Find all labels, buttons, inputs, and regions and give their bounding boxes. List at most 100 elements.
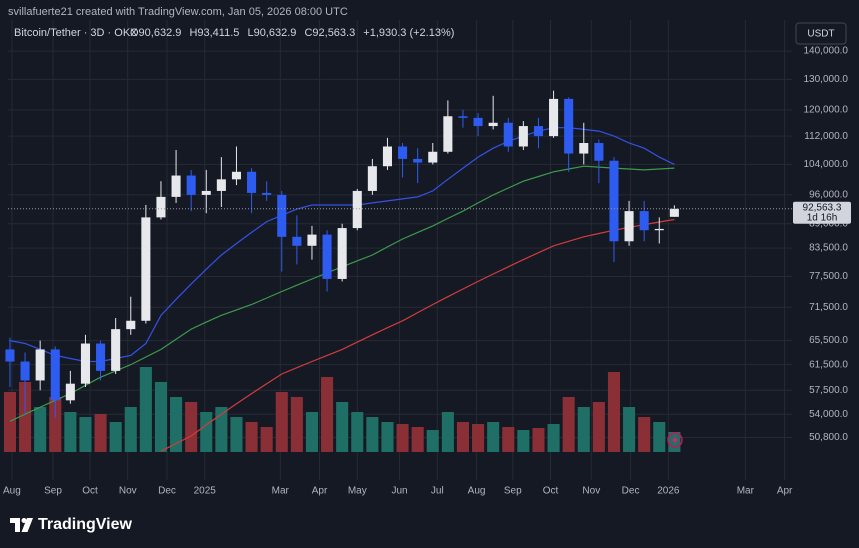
- currency[interactable]: USDT: [807, 29, 834, 40]
- candle-body: [96, 343, 106, 371]
- candle-body: [594, 143, 604, 161]
- volume-bar: [139, 367, 152, 452]
- volume-bar: [487, 422, 500, 452]
- candle-body: [654, 228, 664, 231]
- candle-body: [65, 383, 75, 401]
- candle-body: [80, 343, 90, 384]
- volume-bar: [381, 422, 394, 452]
- x-tick-label: Mar: [737, 486, 755, 497]
- volume-bar: [441, 412, 454, 452]
- candle-body: [473, 117, 483, 127]
- y-tick-label: 57,500.0: [809, 385, 848, 396]
- candle-body: [398, 146, 408, 159]
- candle-body: [20, 361, 30, 381]
- candle-body: [382, 146, 392, 167]
- candle-body: [126, 320, 136, 330]
- candle-body: [337, 228, 347, 279]
- volume-bar: [411, 427, 424, 452]
- x-tick-label: Apr: [312, 486, 328, 497]
- currency-box[interactable]: [795, 22, 847, 45]
- volume-bar: [185, 402, 198, 452]
- volume-bar: [547, 424, 560, 452]
- x-tick-label: Apr: [777, 486, 793, 497]
- candle-body: [669, 208, 679, 217]
- x-tick-label: Jul: [431, 486, 444, 497]
- brand: TradingView: [38, 516, 133, 533]
- candle-body: [262, 192, 272, 195]
- y-tick-label: 120,000.0: [804, 104, 849, 115]
- volume-bar: [170, 397, 183, 452]
- volume-bar: [34, 407, 47, 452]
- candle-body: [111, 329, 121, 371]
- x-tick-label: 2025: [194, 486, 217, 497]
- y-tick-label: 112,000.0: [804, 131, 848, 142]
- x-tick-label: May: [348, 486, 367, 497]
- grid: [8, 20, 792, 480]
- logo-part: [21, 518, 33, 532]
- volume-bar: [200, 412, 213, 452]
- candle-body: [564, 98, 574, 154]
- volume-bar: [230, 417, 243, 452]
- ohlc-legend: O90,632.9 H93,411.5 L90,632.9 C92,563.3 …: [130, 27, 454, 39]
- logo-part: [10, 518, 20, 532]
- volume-bar: [623, 407, 636, 452]
- volume-bar: [517, 430, 530, 452]
- candle-body: [201, 190, 211, 195]
- x-tick-label: Dec: [622, 486, 640, 497]
- candle-body: [609, 160, 619, 242]
- volume-bar: [653, 422, 666, 452]
- candle-body: [171, 175, 181, 197]
- y-tick-label: 77,500.0: [809, 271, 848, 282]
- volume-bar: [215, 407, 228, 452]
- volume-bar: [260, 427, 273, 452]
- axes-layer: 140,000.0 130,000.0 120,000.0 112,000.0 104,…: [3, 46, 851, 497]
- volume-bar: [336, 402, 349, 452]
- volume-bar: [124, 407, 137, 452]
- y-tick-label: 104,000.0: [804, 159, 849, 170]
- candle-body: [156, 196, 166, 218]
- candle-layer: [5, 90, 679, 418]
- y-tick-label: 89,000.0: [809, 218, 848, 229]
- candle-body: [307, 234, 317, 246]
- event-icon[interactable]: [667, 432, 683, 448]
- ohlc-low: L90,632.9: [247, 27, 296, 39]
- ohlc-open: O90,632.9: [130, 27, 181, 39]
- y-tick-label: 54,000.0: [809, 409, 848, 420]
- volume-bar: [366, 417, 379, 452]
- last-price-label: 92,563.3: [803, 202, 842, 213]
- candle-body: [579, 143, 589, 154]
- subtitle: svillafuerte21 created with TradingView.…: [8, 6, 348, 18]
- x-tick-label: Oct: [543, 486, 559, 497]
- volume-bar: [592, 402, 605, 452]
- candle-body: [247, 171, 257, 193]
- volume-bar: [502, 427, 515, 452]
- x-tick-label: Aug: [468, 486, 486, 497]
- candle-body: [231, 171, 241, 180]
- candle-body: [292, 236, 302, 246]
- candle-body: [413, 158, 423, 163]
- candle-body: [50, 349, 60, 401]
- ohlc-high: H93,411.5: [189, 27, 239, 39]
- volume-bar: [109, 422, 122, 452]
- candle-body: [458, 116, 468, 118]
- x-tick-label: Oct: [82, 486, 98, 497]
- volume-bar: [79, 417, 92, 452]
- candle-body: [141, 217, 151, 321]
- candle-body: [503, 122, 513, 147]
- y-tick-label: 50,800.0: [809, 432, 848, 443]
- countdown: 1d 16h: [807, 212, 838, 223]
- volume-bar: [532, 428, 545, 452]
- volume-bar: [607, 372, 621, 452]
- candle-body: [216, 179, 226, 191]
- x-tick-label: Sep: [44, 486, 62, 497]
- y-tick-label: 61,500.0: [809, 359, 848, 370]
- x-tick-label: Sep: [504, 486, 522, 497]
- candle-body: [624, 211, 634, 242]
- brand-logo: [10, 518, 33, 532]
- volume-bar: [154, 382, 168, 452]
- moving-average: [9, 127, 675, 363]
- y-tick-label: 96,000.0: [809, 190, 848, 201]
